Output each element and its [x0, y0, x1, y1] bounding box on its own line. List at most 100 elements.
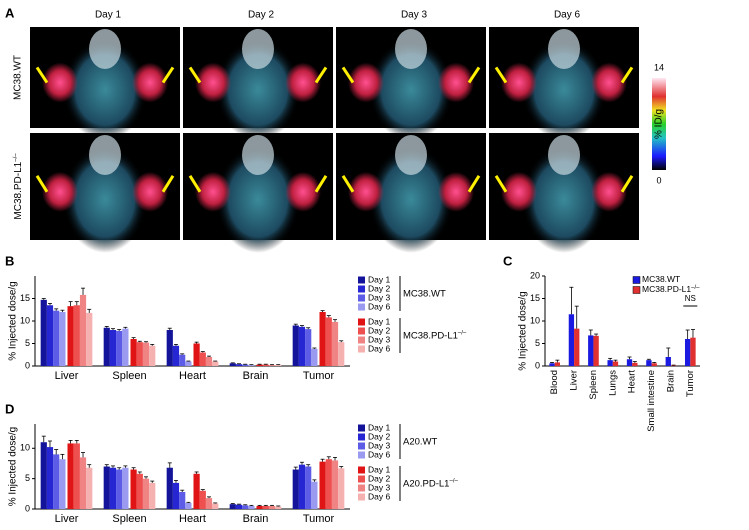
- body: [522, 145, 606, 253]
- legend-swatch: [358, 424, 365, 432]
- pet-image: [30, 133, 180, 253]
- x-tick-label: Tumor: [303, 370, 335, 382]
- bar: [212, 503, 219, 509]
- x-tick-label: Tumor: [303, 513, 335, 525]
- arrow: [35, 175, 49, 193]
- x-tick-label: Liver: [569, 370, 580, 391]
- row-label-sup: –/–: [13, 153, 19, 162]
- tumor: [285, 62, 321, 103]
- bar: [305, 466, 312, 509]
- legend-swatch: [358, 493, 365, 501]
- bar: [235, 504, 243, 509]
- legend-swatch: [358, 442, 365, 450]
- bar: [331, 321, 339, 366]
- bar: [136, 342, 143, 366]
- x-tick-label: Liver: [55, 513, 79, 525]
- legend-group-sup: –/–: [458, 330, 467, 336]
- colorbar-max: 14: [654, 62, 664, 72]
- bar: [338, 468, 345, 509]
- bar: [248, 365, 255, 366]
- legend-swatch: [358, 327, 365, 335]
- day-label: Day 2: [248, 10, 275, 21]
- bar: [122, 328, 129, 366]
- x-tick-label: Spleen: [588, 370, 599, 400]
- tumor: [348, 62, 384, 103]
- legend-group-main: A20.PD-L1: [403, 478, 449, 489]
- arrow: [494, 66, 508, 84]
- arrow: [35, 66, 49, 84]
- tumor: [438, 62, 474, 103]
- bar: [73, 443, 80, 509]
- bar: [275, 506, 282, 509]
- y-axis-title: % Injected dose/g: [8, 427, 19, 507]
- legend-group: MC38.PD-L1–/–: [403, 330, 467, 341]
- bar: [116, 330, 123, 366]
- x-tick-label: Brain: [243, 370, 269, 382]
- tumor: [132, 62, 168, 103]
- panel-label: A: [5, 5, 15, 20]
- legend-label: Day 6: [368, 491, 390, 501]
- legend-label: Day 6: [368, 301, 390, 311]
- bar: [311, 348, 318, 366]
- bar: [262, 364, 269, 366]
- y-tick-label: 0: [25, 360, 30, 370]
- legend-label: MC38.PD-L1–/–: [642, 284, 700, 294]
- tumor: [591, 171, 627, 212]
- colorbar-min: 0: [656, 175, 661, 185]
- tumor: [195, 62, 231, 103]
- tumor: [285, 171, 321, 212]
- y-tick-label: 10: [530, 315, 540, 325]
- legend-label: Day 2: [368, 473, 390, 483]
- y-axis-title: % Injected dose/g: [518, 291, 529, 371]
- bar: [59, 312, 66, 366]
- legend-swatch: [632, 276, 641, 284]
- bar: [109, 467, 117, 509]
- bar: [130, 469, 137, 509]
- y-tick-label: 5: [25, 473, 30, 483]
- bar: [116, 469, 123, 509]
- x-tick-label: Tumor: [685, 370, 696, 397]
- head: [89, 29, 121, 69]
- legend-swatch: [358, 318, 365, 326]
- y-tick-label: 10: [20, 315, 30, 325]
- head: [242, 135, 274, 175]
- bar: [275, 365, 282, 366]
- tumor: [132, 171, 168, 212]
- bar: [79, 457, 87, 509]
- bar: [122, 467, 129, 509]
- bar: [242, 505, 249, 509]
- tumor: [501, 171, 537, 212]
- bar: [179, 492, 186, 509]
- bar: [235, 364, 243, 366]
- bar: [593, 335, 599, 366]
- colorbar: [652, 78, 666, 170]
- legend-label: Day 2: [368, 283, 390, 293]
- body: [216, 145, 300, 253]
- body: [216, 39, 300, 141]
- x-tick-label: Blood: [549, 370, 560, 394]
- bar: [86, 467, 93, 509]
- bar: [268, 365, 276, 366]
- y-tick-label: 5: [535, 338, 540, 348]
- tumor: [42, 62, 78, 103]
- y-tick-label: 0: [535, 360, 540, 370]
- legend-label: Day 6: [368, 449, 390, 459]
- legend-group: A20.PD-L1–/–: [403, 478, 458, 489]
- pet-image: [489, 27, 639, 141]
- panel-label: D: [5, 401, 14, 416]
- bar: [292, 469, 299, 509]
- bar: [193, 343, 200, 366]
- arrow: [188, 66, 202, 84]
- arrow: [314, 66, 328, 84]
- y-tick-label: 10: [20, 443, 30, 453]
- bar: [256, 364, 263, 366]
- row-label: MC38.PD-L1–/–: [13, 153, 24, 220]
- bar: [646, 360, 652, 366]
- pet-images: [30, 27, 639, 253]
- y-tick-label: 15: [20, 293, 30, 303]
- arrow: [188, 175, 202, 193]
- body: [63, 145, 147, 253]
- arrow: [314, 175, 328, 193]
- bar: [199, 352, 206, 366]
- body: [63, 39, 147, 141]
